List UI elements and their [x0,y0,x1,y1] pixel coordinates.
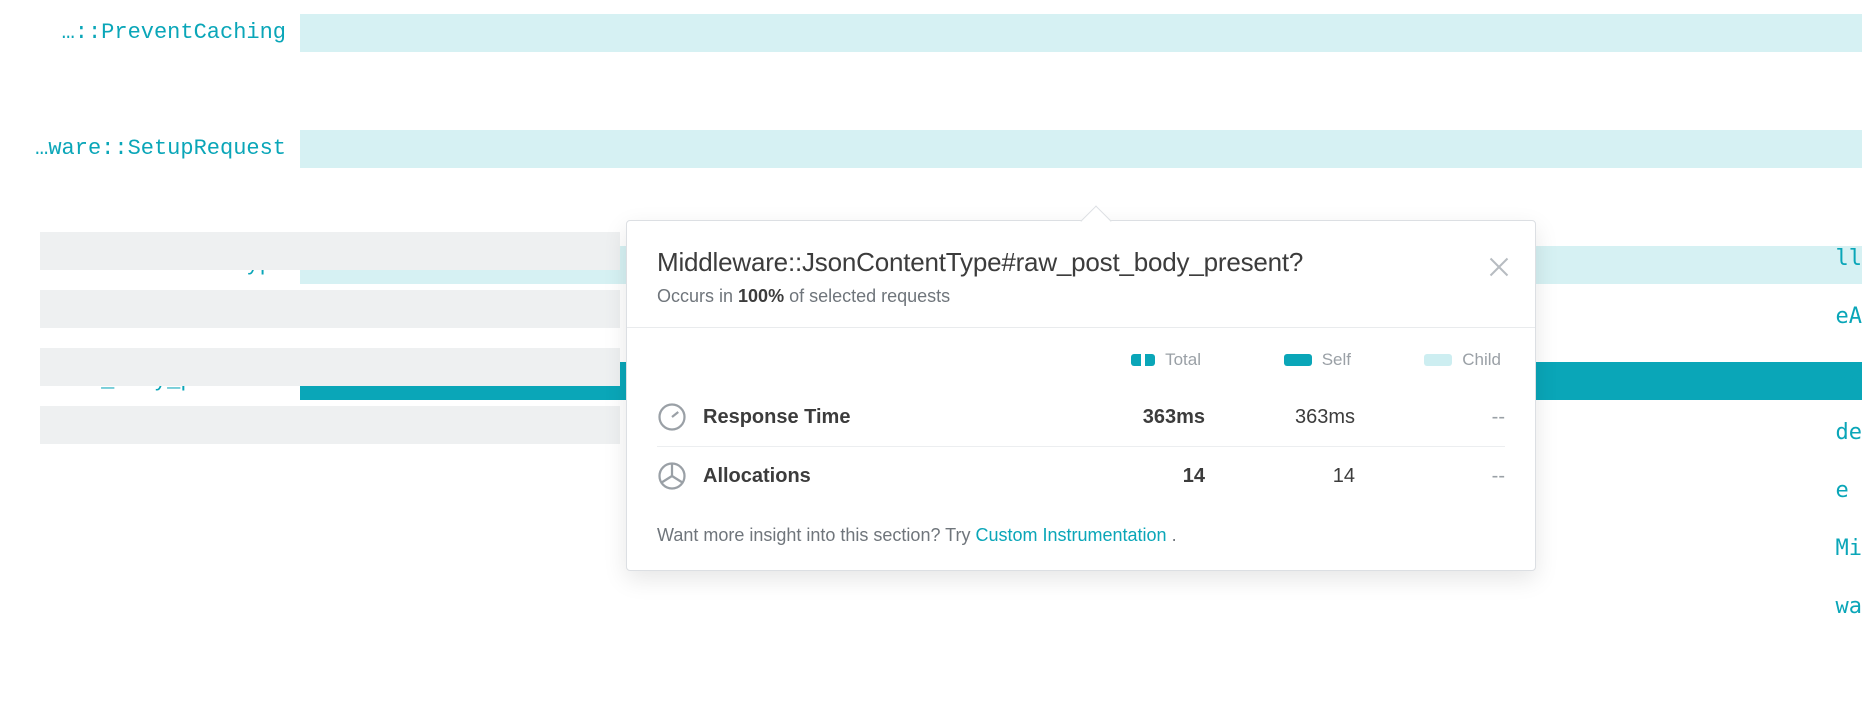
trace-row[interactable]: …ware::SetupRequest [0,130,1862,168]
trace-row-label: …::PreventCaching [0,14,300,52]
trace-row-bar [40,232,620,270]
metrics-legend: Total Self Child [657,350,1505,370]
popover-subtitle: Occurs in 100% of selected requests [657,286,1505,307]
trace-row[interactable]: …::PreventCaching [0,14,1862,52]
metric-total: 14 [1055,465,1205,488]
trace-row-bar[interactable] [300,14,1862,52]
trace-row-bar [40,290,620,328]
gauge-icon [657,402,687,432]
truncated-right-labels: lleAvadeeMiwa [1836,230,1862,636]
popover-title: Middleware::JsonContentType#raw_post_bod… [657,247,1505,278]
close-icon[interactable] [1485,253,1513,281]
trace-row-bar [40,406,620,444]
popover-header: Middleware::JsonContentType#raw_post_bod… [627,221,1535,328]
metric-child: -- [1355,406,1505,429]
custom-instrumentation-link[interactable]: Custom Instrumentation [975,525,1166,545]
popover-footer-hint: Want more insight into this section? Try… [657,525,1505,546]
legend-total: Total [1111,350,1201,370]
metric-name: Allocations [703,465,1055,488]
swatch-self-icon [1284,354,1312,366]
metrics-table: Response Time363ms363ms--Allocations1414… [657,388,1505,505]
metric-child: -- [1355,465,1505,488]
metric-row: Response Time363ms363ms-- [657,388,1505,447]
metric-self: 363ms [1205,406,1355,429]
pie-icon [657,461,687,491]
trace-detail-popover: Middleware::JsonContentType#raw_post_bod… [626,220,1536,571]
metric-name: Response Time [703,406,1055,429]
trace-row-bar[interactable] [300,130,1862,168]
swatch-child-icon [1424,354,1452,366]
metric-self: 14 [1205,465,1355,488]
legend-child: Child [1411,350,1501,370]
trace-row-label: …ware::SetupRequest [0,130,300,168]
metric-row: Allocations1414-- [657,447,1505,505]
trace-row-bar [40,348,620,386]
metric-total: 363ms [1055,406,1205,429]
legend-self: Self [1261,350,1351,370]
popover-body: Total Self Child Response Time363ms363ms… [627,328,1535,570]
swatch-total-icon [1131,354,1155,366]
